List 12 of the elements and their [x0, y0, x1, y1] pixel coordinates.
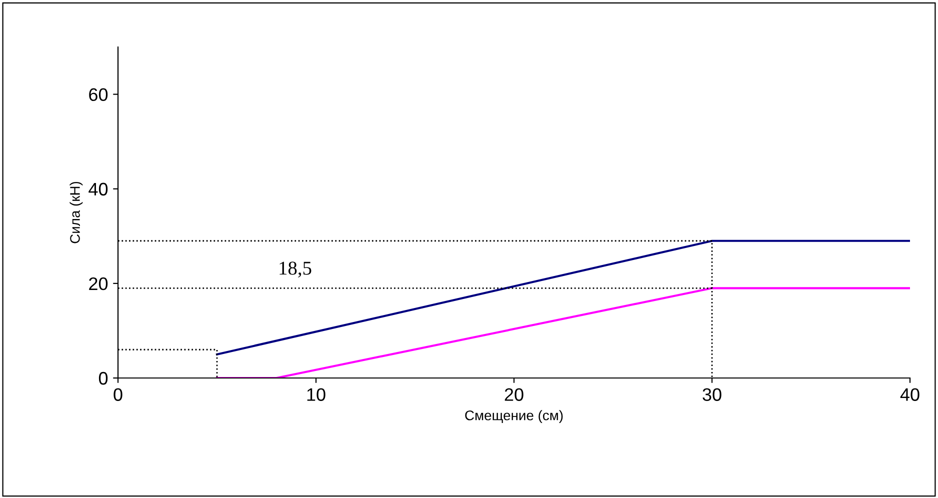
x-tick-label: 20: [504, 388, 524, 401]
y-tick-label: 40: [88, 182, 108, 196]
y-axis-title: Сила (кН): [70, 182, 83, 244]
y-tick-label: 60: [89, 88, 108, 102]
annotation: 18,5: [280, 262, 312, 278]
x-tick-label: 30: [702, 388, 722, 401]
y-tick-label: 0: [98, 372, 108, 385]
y-tick-label: 20: [89, 277, 108, 290]
x-tick-label: 10: [307, 388, 326, 401]
x-axis-title: Смещение (см): [465, 410, 563, 424]
x-tick-label: 40: [900, 388, 920, 401]
x-tick-label: 0: [114, 388, 122, 401]
